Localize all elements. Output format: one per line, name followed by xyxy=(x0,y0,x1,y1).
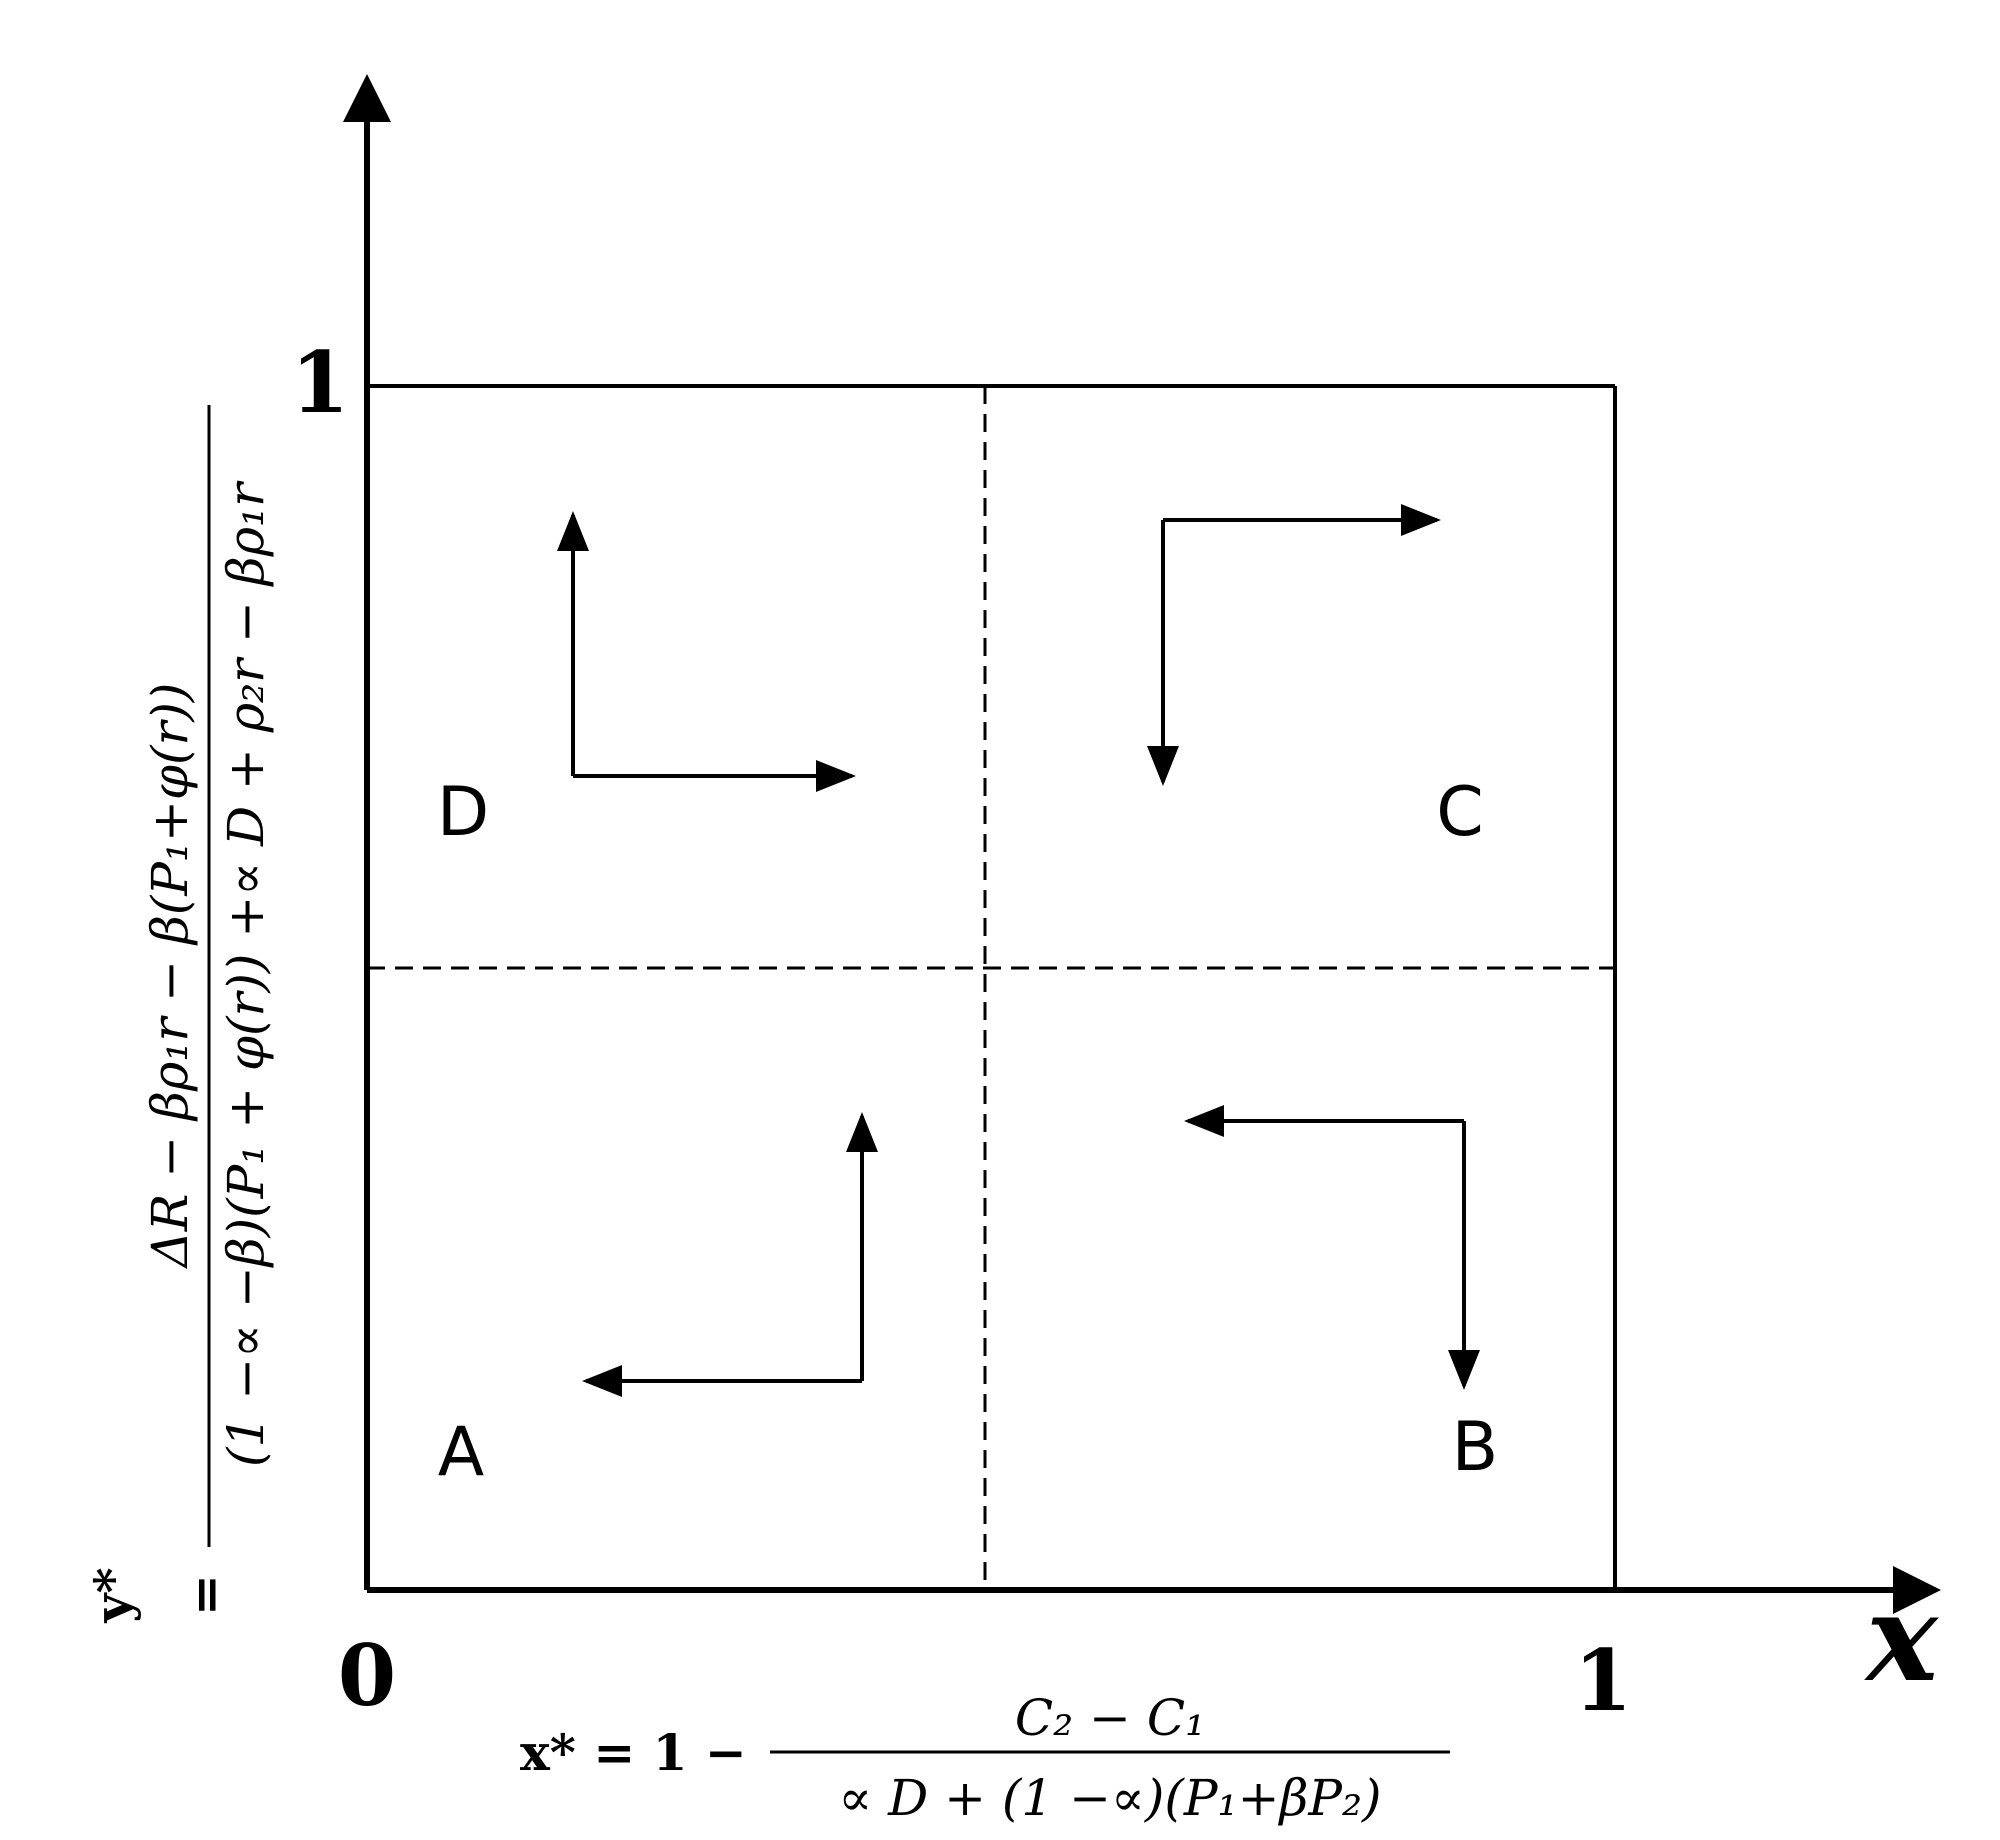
x-star-formula: x* = 1 − C₂ − C₁ ∝ D + (1 −∝)(P₁+βP₂) xyxy=(520,1689,1450,1827)
region-d-arrows xyxy=(557,511,856,792)
x-formula-lhs: x* = 1 − xyxy=(520,1723,747,1782)
x-tick-one-label: 1 xyxy=(1574,1631,1632,1730)
region-label-c: C xyxy=(1436,773,1483,852)
x-axis-letter: x xyxy=(1863,1568,1939,1709)
y-formula-lhs: y* xyxy=(83,1567,142,1623)
region-label-d: D xyxy=(437,773,489,852)
region-label-a: A xyxy=(438,1413,485,1492)
x-formula-numerator: C₂ − C₁ xyxy=(1015,1689,1205,1747)
region-label-b: B xyxy=(1452,1408,1499,1487)
y-star-formula: y* = ΔR − βρ₁r − β(P₁+φ(r)) (1 −∝ −β)(P₁… xyxy=(83,405,275,1624)
origin-label: 0 xyxy=(338,1626,396,1725)
region-b-arrows xyxy=(1184,1105,1480,1390)
y-tick-one-label: 1 xyxy=(291,333,349,432)
region-c-arrows xyxy=(1147,504,1441,786)
x-formula-denominator: ∝ D + (1 −∝)(P₁+βP₂) xyxy=(838,1769,1381,1827)
y-formula-equals: = xyxy=(176,1574,235,1616)
y-formula-denominator: (1 −∝ −β)(P₁ + φ(r)) +∝ D + ρ₂r − βρ₁r xyxy=(217,480,275,1467)
y-formula-numerator: ΔR − βρ₁r − β(P₁+φ(r)) xyxy=(141,683,199,1270)
region-a-arrows xyxy=(582,1112,878,1397)
